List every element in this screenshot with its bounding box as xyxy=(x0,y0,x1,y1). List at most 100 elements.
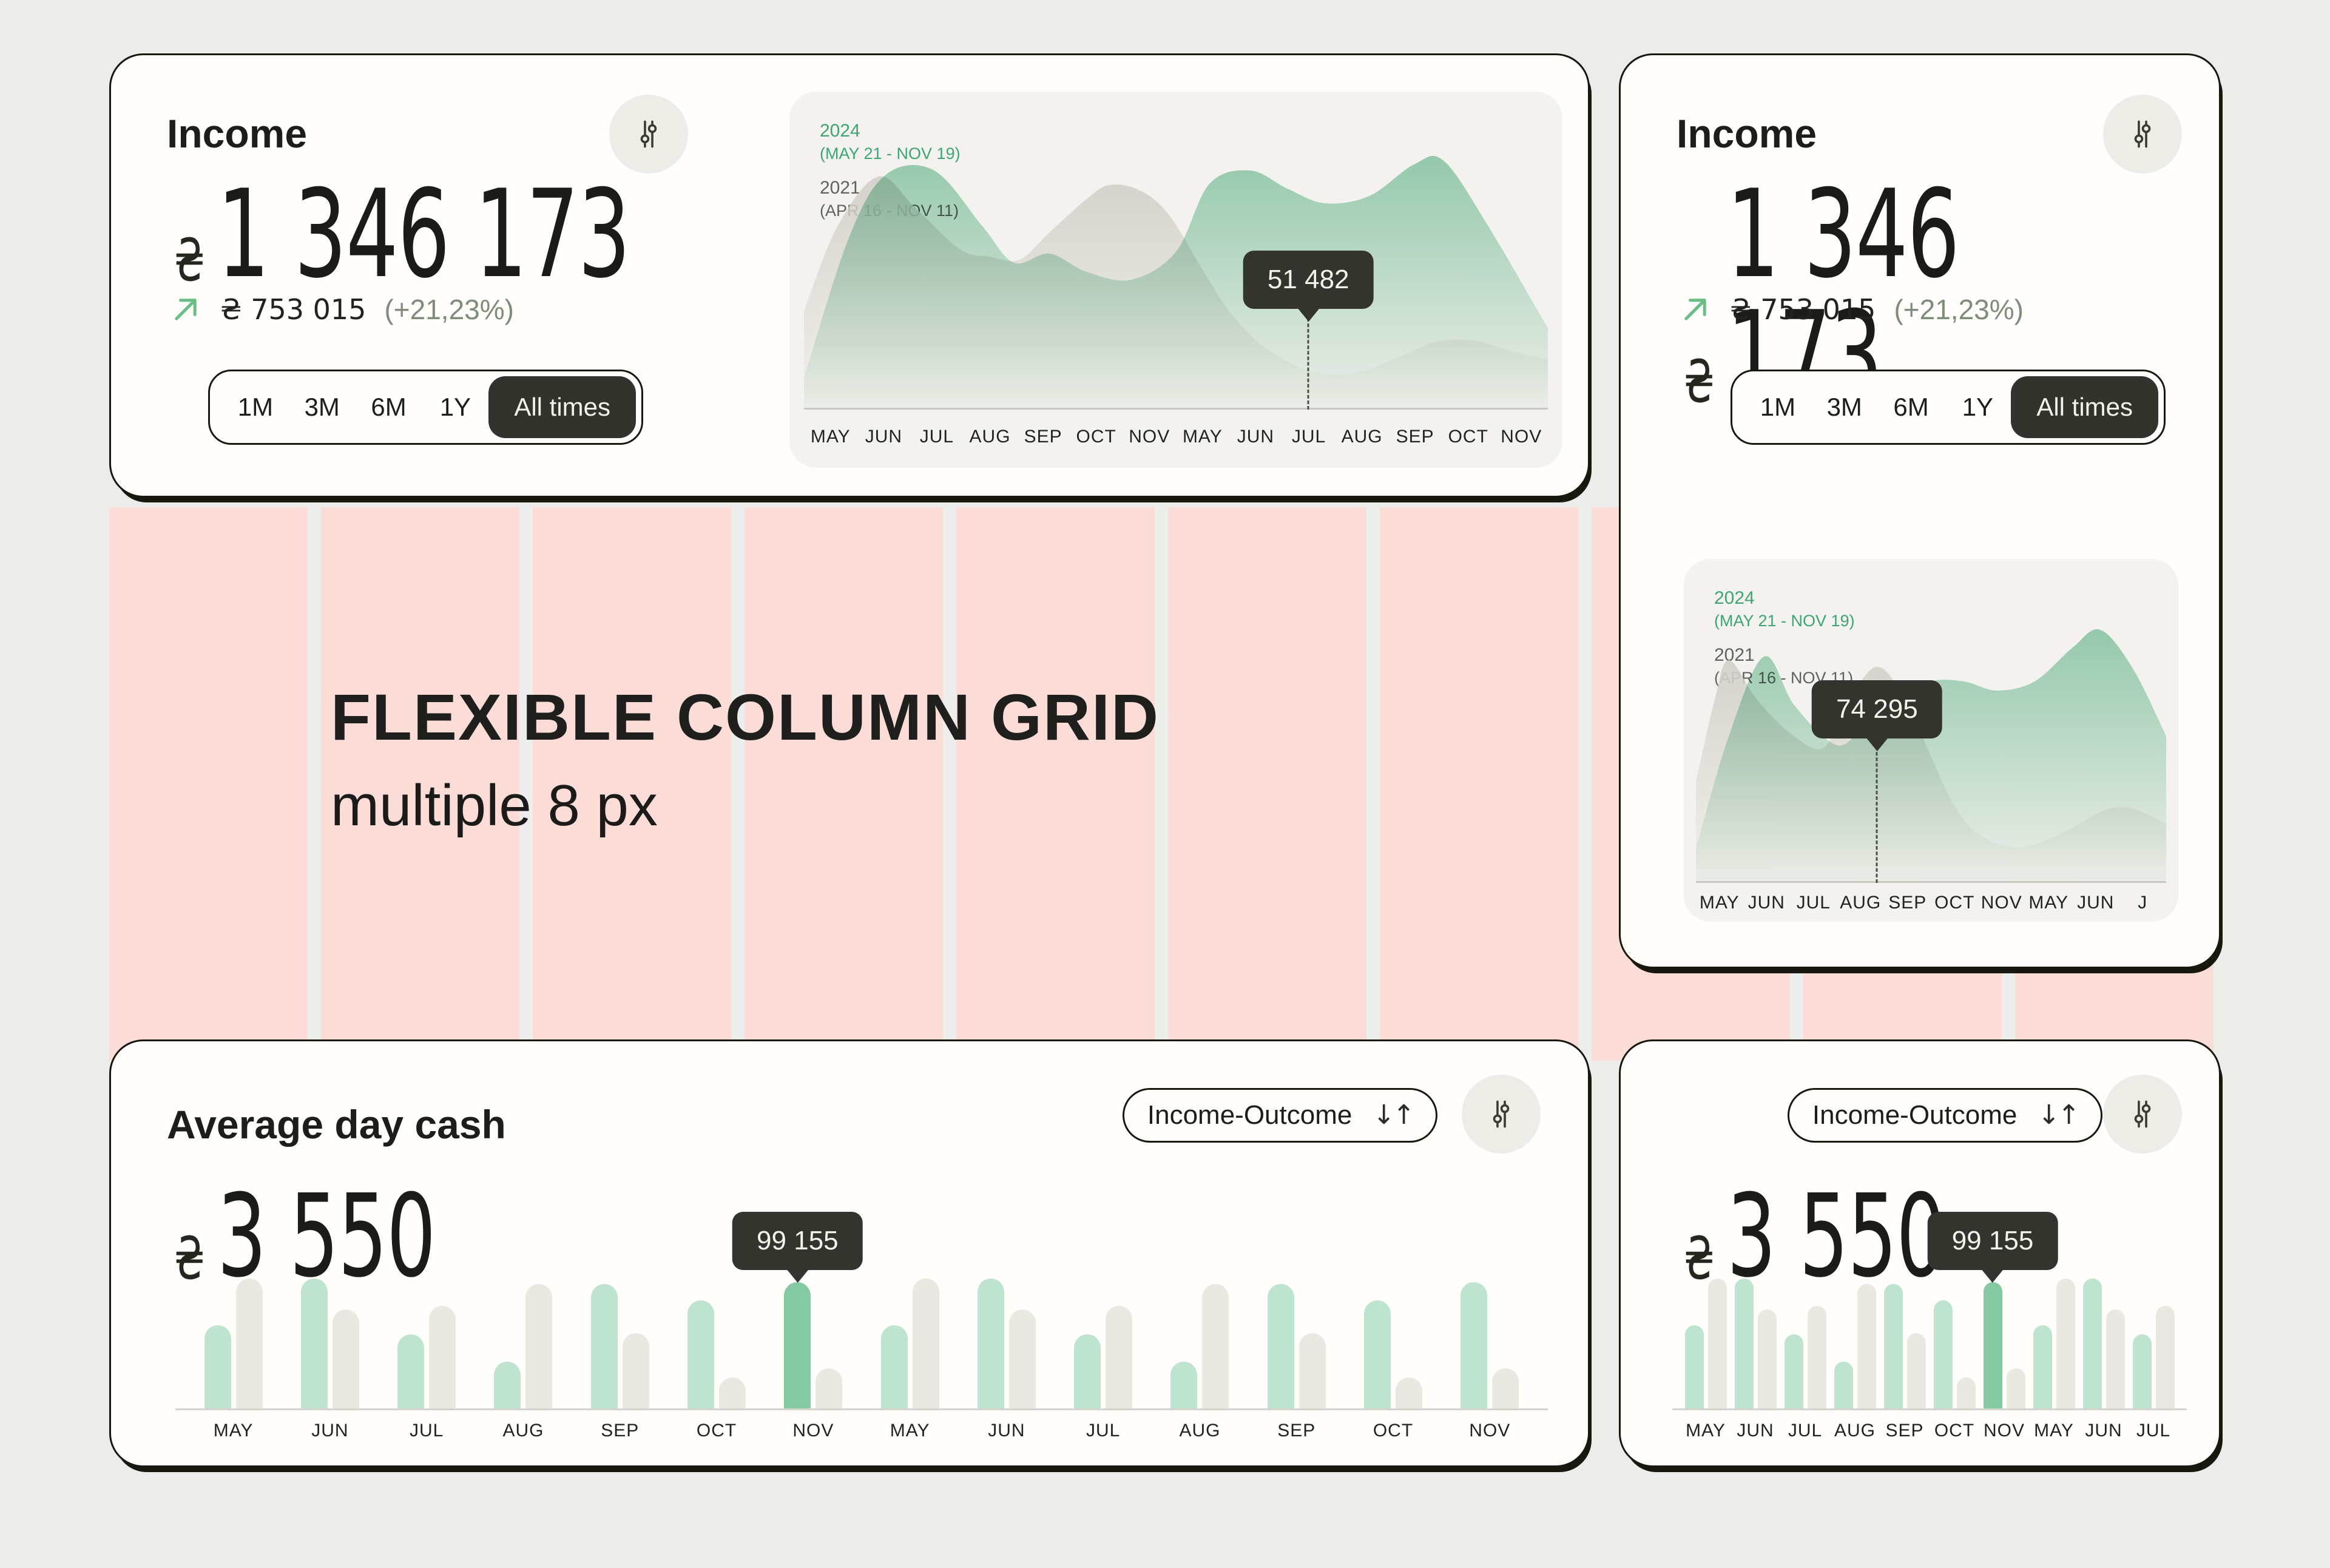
range-3m[interactable]: 3M xyxy=(1826,393,1862,421)
month-label: NOV xyxy=(1983,1421,2025,1441)
bar-income[interactable] xyxy=(687,1300,715,1408)
bar-outcome[interactable] xyxy=(1757,1309,1777,1408)
bar-group-oct-5: OCT xyxy=(668,1279,765,1440)
range-6m[interactable]: 6M xyxy=(371,393,407,421)
bar-group-may-0: MAY xyxy=(185,1279,282,1440)
bar-income[interactable] xyxy=(2132,1334,2152,1408)
income-value: ₴ 1 346 173 xyxy=(1684,174,2048,417)
bar-income[interactable] xyxy=(880,1325,908,1408)
bar-income[interactable] xyxy=(784,1282,811,1408)
bar-income[interactable] xyxy=(1364,1300,1391,1408)
bar-outcome[interactable] xyxy=(1008,1309,1036,1408)
month-label: OCT xyxy=(1934,1421,1975,1441)
bar-outcome[interactable] xyxy=(2006,1368,2025,1408)
tooltip-dashed-line xyxy=(1307,313,1309,410)
bar-outcome[interactable] xyxy=(2155,1306,2175,1408)
month-label: OCT xyxy=(1448,427,1488,447)
bar-group-jun-8: JUN xyxy=(958,1279,1055,1440)
bar-income[interactable] xyxy=(2082,1279,2102,1408)
bar-income[interactable] xyxy=(204,1325,231,1408)
bar-outcome[interactable] xyxy=(2105,1309,2125,1408)
month-label: OCT xyxy=(696,1421,737,1441)
range-3m[interactable]: 3M xyxy=(304,393,340,421)
chart-tooltip: 99 155 xyxy=(1927,1212,2058,1270)
month-label: SEP xyxy=(1888,893,1927,913)
bar-group-jun-1: JUN xyxy=(1731,1279,1780,1440)
filter-button[interactable] xyxy=(609,95,688,174)
bar-income[interactable] xyxy=(977,1279,1004,1408)
month-label: AUG xyxy=(1179,1421,1221,1441)
bar-income[interactable] xyxy=(590,1284,618,1408)
month-label: JUL xyxy=(1788,1421,1823,1441)
bar-outcome[interactable] xyxy=(622,1333,649,1408)
bar-outcome[interactable] xyxy=(525,1284,553,1408)
bar-outcome[interactable] xyxy=(1202,1284,1229,1408)
bar-income[interactable] xyxy=(397,1334,425,1408)
bar-income[interactable] xyxy=(1267,1284,1294,1408)
bar-outcome[interactable] xyxy=(1492,1368,1519,1408)
bar-income[interactable] xyxy=(1784,1334,1803,1408)
bar-group-may-0: MAY xyxy=(1681,1279,1731,1440)
bar-income[interactable] xyxy=(1933,1300,1953,1408)
bar-income[interactable] xyxy=(1074,1334,1101,1408)
bar-group-aug-3: AUG xyxy=(475,1279,572,1440)
range-6m[interactable]: 6M xyxy=(1893,393,1929,421)
bar-outcome[interactable] xyxy=(235,1279,263,1408)
bar-outcome[interactable] xyxy=(1707,1279,1727,1408)
currency-symbol: ₴ xyxy=(1684,348,1715,416)
cash-amount: 3 550 xyxy=(1726,1170,1946,1303)
bar-outcome[interactable] xyxy=(1857,1284,1876,1408)
trend-percent: (+21,23%) xyxy=(1894,294,2024,325)
range-all-times-selected[interactable]: All times xyxy=(488,376,637,438)
bar-income[interactable] xyxy=(1684,1325,1704,1408)
range-1m[interactable]: 1M xyxy=(1760,393,1796,421)
bar-outcome[interactable] xyxy=(1956,1377,1976,1408)
bar-outcome[interactable] xyxy=(332,1309,359,1408)
bar-outcome[interactable] xyxy=(1906,1333,1926,1408)
bar-outcome[interactable] xyxy=(1106,1306,1133,1408)
bar-outcome[interactable] xyxy=(719,1377,746,1408)
month-label: MAY xyxy=(810,427,851,447)
range-all-times-selected[interactable]: All times xyxy=(2011,376,2159,438)
bar-outcome[interactable] xyxy=(816,1368,843,1408)
bar-chart[interactable]: MAY JUN JUL AUG SEP OCT NOV MAY JUN JUL AUG SEP OCT N… xyxy=(185,1212,1538,1440)
income-outcome-select[interactable]: Income-Outcome ↓↑ xyxy=(1788,1088,2102,1143)
area-chart[interactable] xyxy=(804,154,1548,408)
bar-chart[interactable]: MAY JUN JUL AUG SEP OCT NOV MAY JUN JUL 99 155 xyxy=(1681,1212,2178,1440)
cash-value: ₴ 3 550 xyxy=(174,1180,436,1294)
filter-button[interactable] xyxy=(2103,1075,2182,1154)
x-axis-labels: MAY JUN JUL AUG SEP OCT NOV MAY JUN JUL AUG SEP OCT N… xyxy=(804,428,1548,446)
bar-income[interactable] xyxy=(494,1362,521,1408)
range-1y[interactable]: 1Y xyxy=(439,393,471,421)
caption-subtitle: multiple 8 px xyxy=(331,773,658,838)
bar-group-nov-6: NOV xyxy=(1979,1279,2029,1440)
range-1y[interactable]: 1Y xyxy=(1962,393,1994,421)
bar-outcome[interactable] xyxy=(1807,1306,1826,1408)
bar-income[interactable] xyxy=(300,1279,328,1408)
bar-income[interactable] xyxy=(2033,1325,2052,1408)
area-chart[interactable] xyxy=(1696,627,2166,882)
bar-outcome[interactable] xyxy=(429,1306,456,1408)
income-outcome-select[interactable]: Income-Outcome ↓↑ xyxy=(1123,1088,1437,1143)
x-axis-line xyxy=(1696,881,2166,883)
bar-income[interactable] xyxy=(1734,1279,1754,1408)
month-label: JUN xyxy=(2077,893,2115,913)
bar-outcome[interactable] xyxy=(1298,1333,1326,1408)
bar-income[interactable] xyxy=(1460,1282,1488,1408)
bar-group-sep-4: SEP xyxy=(572,1279,668,1440)
income-card-narrow: Income ₴ 1 346 173 ₴ 753 015 (+21,23%) 1… xyxy=(1619,53,2221,968)
filter-button[interactable] xyxy=(1462,1075,1541,1154)
bar-income[interactable] xyxy=(1983,1282,2002,1408)
income-amount: 1 346 173 xyxy=(1726,164,1960,427)
bar-income[interactable] xyxy=(1883,1284,1903,1408)
month-label: AUG xyxy=(1840,893,1882,913)
bar-outcome[interactable] xyxy=(912,1279,939,1408)
bar-income[interactable] xyxy=(1834,1362,1853,1408)
filter-button[interactable] xyxy=(2103,95,2182,174)
bar-income[interactable] xyxy=(1170,1362,1198,1408)
range-1m[interactable]: 1M xyxy=(237,393,274,421)
bar-outcome[interactable] xyxy=(2056,1279,2075,1408)
month-label: JUN xyxy=(1237,427,1275,447)
month-label: JUL xyxy=(1086,1421,1121,1441)
bar-outcome[interactable] xyxy=(1396,1377,1423,1408)
